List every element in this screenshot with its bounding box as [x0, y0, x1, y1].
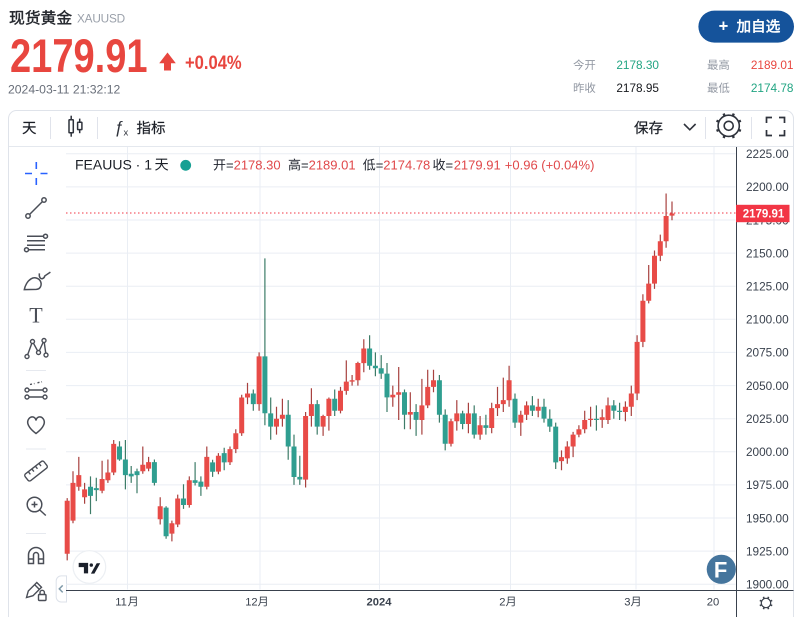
svg-text:11: 11 [115, 597, 127, 609]
svg-text:ƒ: ƒ [114, 118, 123, 137]
svg-text:2178.30: 2178.30 [616, 58, 659, 72]
svg-text:FEAUUS · 1: FEAUUS · 1 [75, 157, 152, 173]
svg-text:3: 3 [624, 597, 630, 609]
svg-text:+0.96 (+0.04%): +0.96 (+0.04%) [505, 158, 595, 173]
svg-text:2178.30: 2178.30 [234, 158, 281, 173]
svg-text:2189.01: 2189.01 [751, 58, 794, 72]
svg-text:=: = [446, 158, 454, 173]
svg-text:2024: 2024 [367, 596, 393, 608]
svg-text:2174.78: 2174.78 [383, 158, 430, 173]
svg-text:1900.00: 1900.00 [746, 578, 789, 592]
svg-text:1925.00: 1925.00 [746, 544, 789, 558]
svg-text:2174.78: 2174.78 [751, 81, 794, 95]
svg-text:2179.91: 2179.91 [10, 30, 148, 83]
svg-text:+0.04%: +0.04% [185, 52, 242, 74]
svg-text:XAUUSD: XAUUSD [77, 12, 125, 26]
svg-text:2179.91: 2179.91 [454, 158, 501, 173]
svg-text:2025.00: 2025.00 [746, 412, 789, 426]
svg-text:x: x [124, 128, 129, 139]
svg-text:12: 12 [245, 597, 257, 609]
svg-text:+: + [719, 18, 729, 36]
svg-text:2178.95: 2178.95 [616, 81, 659, 95]
svg-text:F: F [714, 558, 727, 583]
svg-text:20: 20 [707, 596, 719, 608]
svg-text:T: T [29, 303, 43, 328]
svg-text:2100.00: 2100.00 [746, 313, 789, 327]
svg-text:2189.01: 2189.01 [309, 158, 356, 173]
svg-text:1950.00: 1950.00 [746, 511, 789, 525]
svg-text:1975.00: 1975.00 [746, 478, 789, 492]
svg-text:2000.00: 2000.00 [746, 445, 789, 459]
svg-text:=: = [226, 158, 234, 173]
svg-text:2225.00: 2225.00 [746, 147, 789, 161]
svg-text:=: = [301, 158, 309, 173]
svg-text:2125.00: 2125.00 [746, 280, 789, 294]
svg-text:2179.91: 2179.91 [743, 208, 785, 220]
svg-text:2075.00: 2075.00 [746, 346, 789, 360]
svg-text:2150.00: 2150.00 [746, 246, 789, 260]
svg-text:=: = [376, 158, 384, 173]
svg-text:2024-03-11 21:32:12: 2024-03-11 21:32:12 [8, 83, 120, 97]
svg-text:2200.00: 2200.00 [746, 180, 789, 194]
svg-text:2: 2 [499, 597, 505, 609]
svg-text:2050.00: 2050.00 [746, 379, 789, 393]
